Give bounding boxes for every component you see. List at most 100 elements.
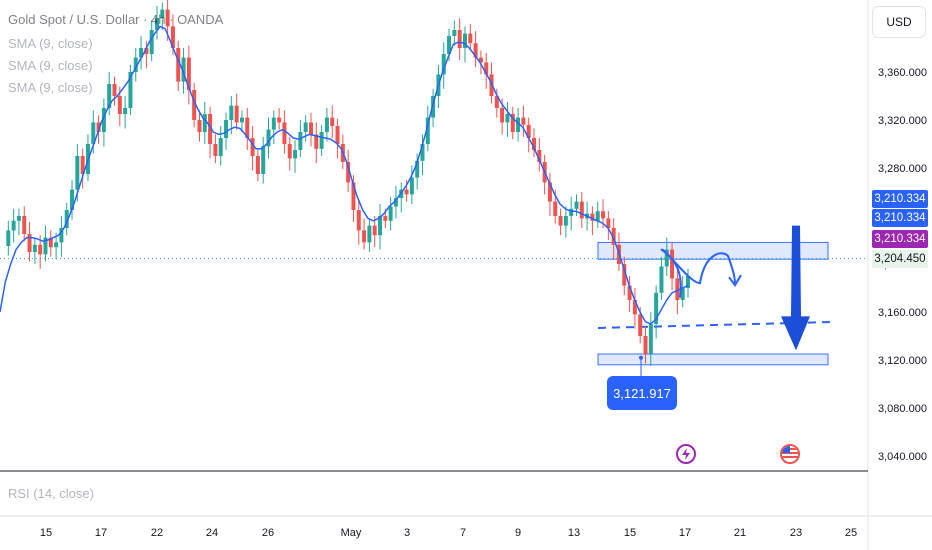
candle-body[interactable] [107, 84, 112, 108]
candle-body[interactable] [431, 96, 436, 118]
candle-body[interactable] [255, 156, 260, 174]
sma-indicator-label-1[interactable]: SMA (9, close) [8, 36, 93, 51]
down-arrow[interactable] [781, 225, 810, 351]
candle-body[interactable] [563, 216, 568, 226]
candle-body[interactable] [133, 57, 138, 72]
candle-body[interactable] [170, 26, 175, 48]
sma-indicator-label-3[interactable]: SMA (9, close) [8, 80, 93, 95]
candle-body[interactable] [388, 206, 393, 221]
candle-body[interactable] [330, 117, 335, 126]
candle-body[interactable] [324, 117, 329, 132]
candle-body[interactable] [473, 43, 478, 58]
candle-body[interactable] [574, 201, 579, 209]
candle-body[interactable] [218, 138, 223, 156]
candle-body[interactable] [659, 266, 664, 293]
candle-body[interactable] [648, 324, 653, 354]
candle-body[interactable] [80, 156, 85, 174]
candle-body[interactable] [22, 216, 27, 234]
candle-body[interactable] [266, 129, 271, 147]
candle-body[interactable] [293, 150, 298, 159]
candle-body[interactable] [308, 122, 313, 135]
currency-button[interactable]: USD [872, 6, 926, 38]
candle-body[interactable] [686, 276, 690, 288]
candle-body[interactable] [500, 108, 505, 123]
candle-body[interactable] [149, 30, 154, 54]
candle-body[interactable] [632, 300, 637, 315]
candle-body[interactable] [537, 150, 542, 162]
candle-body[interactable] [606, 218, 611, 228]
candle-body[interactable] [298, 132, 303, 150]
candle-body[interactable] [378, 216, 383, 236]
candle-body[interactable] [186, 57, 191, 90]
candle-body[interactable] [6, 230, 11, 246]
candle-body[interactable] [314, 134, 319, 149]
candle-body[interactable] [70, 189, 75, 210]
candle-body[interactable] [521, 117, 526, 125]
candle-body[interactable] [415, 160, 420, 178]
candle-body[interactable] [441, 54, 446, 75]
candle-body[interactable] [393, 198, 398, 207]
candle-body[interactable] [484, 62, 489, 75]
candle-body[interactable] [447, 36, 452, 54]
candle-body[interactable] [48, 237, 53, 248]
candle-body[interactable] [383, 216, 388, 221]
candle-body[interactable] [468, 33, 473, 44]
candle-body[interactable] [224, 120, 229, 138]
rsi-indicator-label[interactable]: RSI (14, close) [8, 486, 94, 501]
candle-body[interactable] [526, 124, 531, 138]
candle-body[interactable] [367, 225, 372, 243]
candle-body[interactable] [101, 108, 106, 132]
candle-body[interactable] [547, 182, 552, 202]
candle-body[interactable] [627, 285, 632, 300]
candle-body[interactable] [532, 138, 537, 150]
us-flag-event-icon[interactable] [780, 444, 800, 464]
candle-body[interactable] [478, 57, 483, 63]
candle-body[interactable] [590, 213, 595, 221]
candle-body[interactable] [670, 249, 675, 279]
candle-body[interactable] [516, 117, 521, 132]
candle-body[interactable] [277, 117, 282, 123]
candle-body[interactable] [165, 9, 170, 27]
candle-body[interactable] [638, 314, 643, 336]
candle-body[interactable] [643, 336, 648, 354]
candle-body[interactable] [346, 162, 351, 183]
candle-body[interactable] [425, 117, 430, 144]
candle-body[interactable] [664, 249, 669, 267]
candle-body[interactable] [553, 201, 558, 216]
candle-body[interactable] [494, 96, 499, 108]
candle-body[interactable] [234, 105, 239, 123]
candle-body[interactable] [213, 144, 218, 156]
candle-body[interactable] [420, 144, 425, 161]
candle-body[interactable] [457, 30, 462, 48]
candle-body[interactable] [32, 244, 37, 252]
candle-body[interactable] [250, 138, 255, 156]
candle-body[interactable] [197, 120, 202, 132]
candle-body[interactable] [622, 264, 627, 286]
candle-body[interactable] [75, 156, 80, 190]
candle-body[interactable] [96, 122, 101, 132]
candle-body[interactable] [202, 114, 207, 132]
candle-body[interactable] [64, 210, 69, 228]
lightning-event-icon[interactable] [676, 444, 696, 464]
candle-body[interactable] [462, 33, 467, 48]
candle-body[interactable] [271, 117, 276, 130]
candle-body[interactable] [287, 144, 292, 159]
candle-body[interactable] [558, 216, 563, 226]
sma-line[interactable] [0, 25, 689, 325]
candle-body[interactable] [303, 122, 308, 132]
candle-body[interactable] [362, 230, 367, 243]
candle-body[interactable] [239, 117, 244, 123]
candle-body[interactable] [43, 237, 48, 255]
candle-body[interactable] [569, 208, 574, 216]
candle-body[interactable] [144, 48, 149, 54]
candle-body[interactable] [91, 122, 96, 144]
projection-path[interactable] [660, 248, 736, 298]
candle-body[interactable] [123, 108, 128, 114]
candle-body[interactable] [38, 244, 43, 255]
candle-body[interactable] [282, 122, 287, 144]
candle-body[interactable] [229, 105, 234, 120]
candle-body[interactable] [11, 220, 16, 231]
candle-body[interactable] [595, 211, 600, 221]
resistance-zone[interactable] [597, 241, 829, 260]
